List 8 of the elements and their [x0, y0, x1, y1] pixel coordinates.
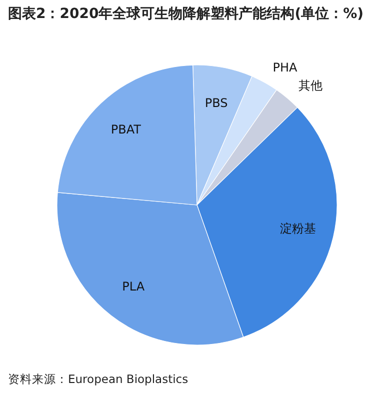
slice-label: PBAT [110, 122, 142, 137]
slice-label: PHA [272, 60, 298, 75]
chart-title: 图表2：2020年全球可生物降解塑料产能结构(单位：%) [8, 4, 365, 24]
slice-label: 其他 [298, 78, 322, 92]
slice-label: 淀粉基 [280, 222, 316, 236]
slice-label: PBS [204, 96, 228, 110]
slice-label: PLA [122, 280, 146, 294]
text: 资料来源：European Bioplastics [8, 372, 188, 387]
